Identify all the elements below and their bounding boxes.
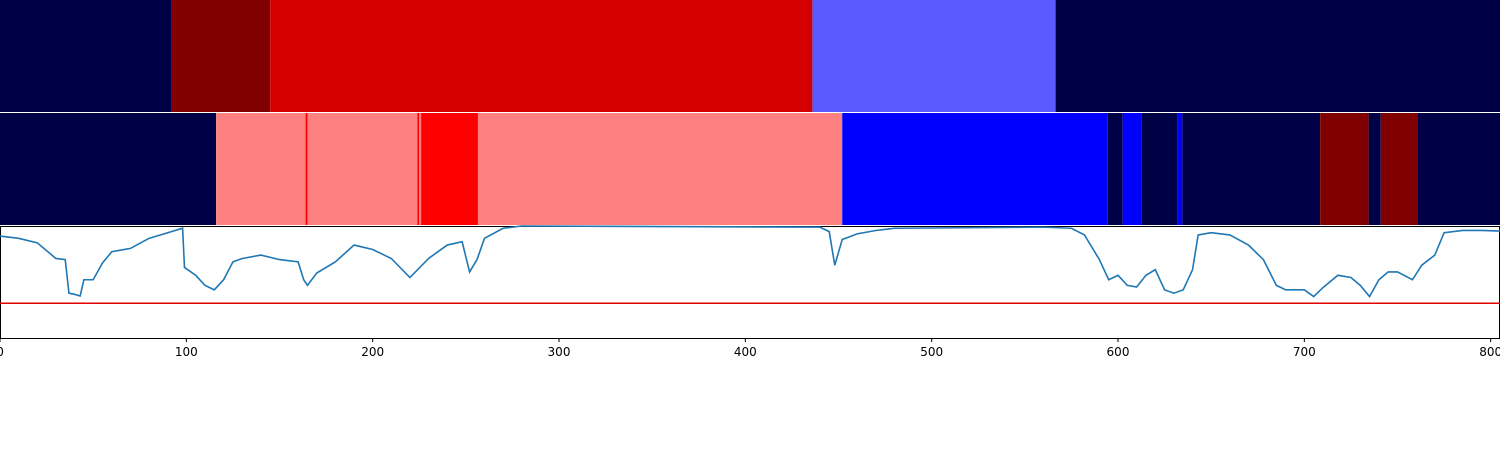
segment xyxy=(477,113,843,225)
segment xyxy=(812,0,1056,112)
x-tick-label: 400 xyxy=(734,345,757,359)
segment xyxy=(270,0,813,112)
x-tick-label: 100 xyxy=(175,345,198,359)
x-tick-label: 0 xyxy=(0,345,4,359)
segment xyxy=(419,113,422,225)
segment xyxy=(1122,113,1142,225)
x-tick-label: 500 xyxy=(920,345,943,359)
segment xyxy=(1418,113,1500,225)
segment xyxy=(1368,113,1381,225)
x-tick-label: 300 xyxy=(548,345,571,359)
segment xyxy=(1055,0,1500,112)
x-tick-label: 600 xyxy=(1107,345,1130,359)
segment xyxy=(1141,113,1178,225)
segment xyxy=(1107,113,1123,225)
segment xyxy=(307,113,418,225)
segment xyxy=(417,113,420,225)
segment xyxy=(421,113,478,225)
segment xyxy=(1182,113,1321,225)
x-tick-label: 200 xyxy=(361,345,384,359)
segment xyxy=(0,0,172,112)
line xyxy=(0,225,1500,298)
segment xyxy=(842,113,1108,225)
x-tick-label: 800 xyxy=(1479,345,1500,359)
segment xyxy=(216,113,306,225)
segment xyxy=(305,113,308,225)
segment xyxy=(0,113,217,225)
segment xyxy=(1320,113,1369,225)
segment xyxy=(1380,113,1419,225)
segment xyxy=(1177,113,1183,225)
segment xyxy=(171,0,271,112)
x-tick-label: 700 xyxy=(1293,345,1316,359)
